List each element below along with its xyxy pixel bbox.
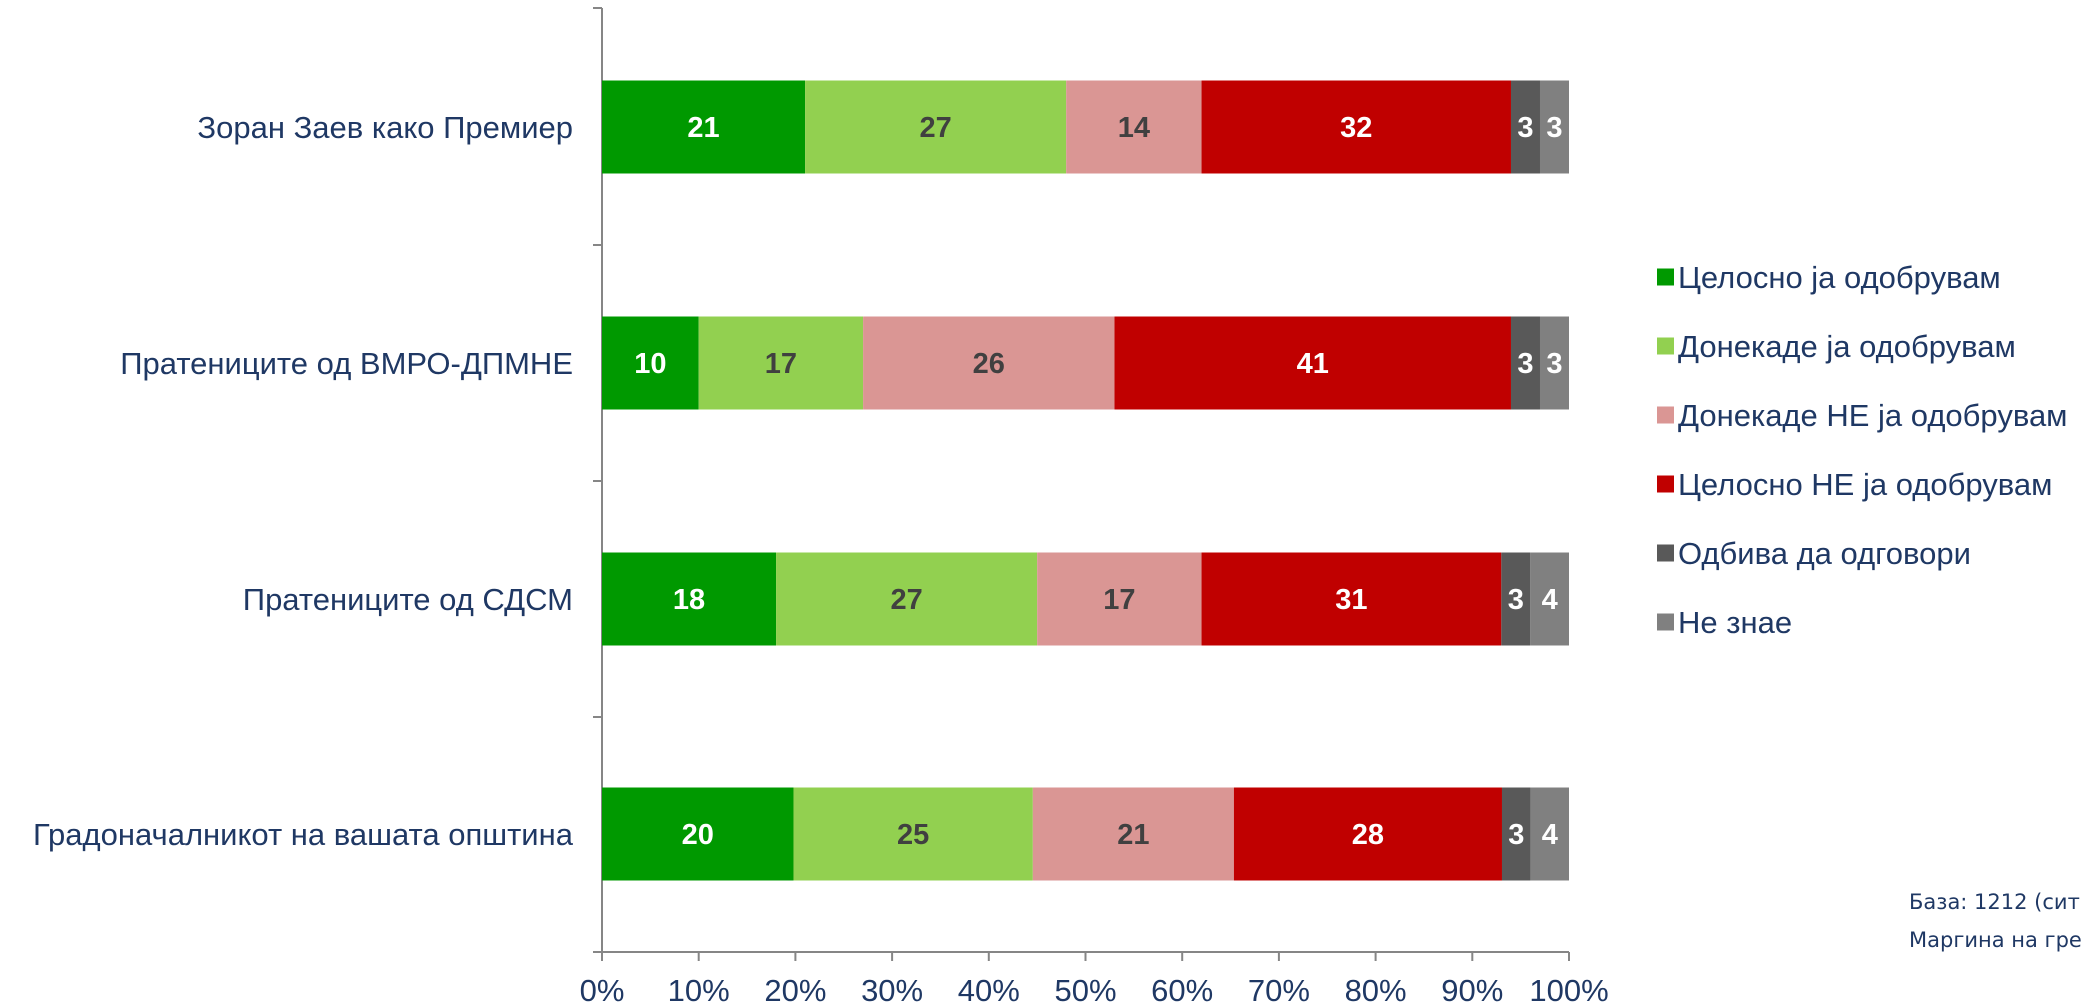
data-label: 21 — [687, 112, 719, 144]
bar-segment — [602, 552, 777, 646]
data-label: 27 — [919, 112, 951, 144]
legend: Целосно ја одобрувам Донекаде ја одобрува… — [1657, 260, 2068, 640]
category-label: Зоран Заев како Премиер — [197, 110, 573, 145]
data-label: 28 — [1352, 819, 1384, 851]
x-tick-labels: 0% 10% 20% 30% 40% 50% 60% 70% 80% 90% 100% — [580, 973, 1609, 1007]
category-label: Пратениците од СДСМ — [243, 582, 573, 617]
bar-segment — [1501, 787, 1531, 881]
data-label: 31 — [1335, 584, 1367, 616]
bar-segment — [776, 552, 1038, 646]
x-tick-label: 100% — [1529, 973, 1608, 1007]
bar-segment — [602, 787, 794, 881]
footnote-margin: Маргина на гре — [1909, 928, 2082, 952]
legend-swatch — [1657, 406, 1674, 424]
bar-segment — [602, 80, 806, 174]
bar-segment — [1114, 316, 1511, 410]
legend-swatch — [1657, 613, 1674, 631]
bar-segment — [805, 80, 1067, 174]
data-label: 3 — [1546, 112, 1562, 144]
legend-label: Донекаде ја одобрувам — [1678, 329, 2016, 364]
data-label: 10 — [634, 348, 666, 380]
data-label: 41 — [1297, 348, 1329, 380]
bar-segment — [793, 787, 1033, 881]
data-label: 27 — [890, 584, 922, 616]
data-label: 17 — [765, 348, 797, 380]
legend-swatch — [1657, 268, 1674, 286]
x-tick-label: 80% — [1345, 973, 1407, 1007]
x-tick-label: 30% — [861, 973, 923, 1007]
bar-segment — [1530, 787, 1569, 881]
data-label: 4 — [1542, 819, 1558, 851]
x-tick-label: 70% — [1248, 973, 1310, 1007]
bar-segment — [1501, 552, 1531, 646]
category-labels: Зоран Заев како Премиер Пратениците од ВМ… — [33, 110, 574, 852]
data-label: 20 — [682, 819, 714, 851]
data-label: 3 — [1517, 348, 1533, 380]
legend-label: Донекаде НЕ ја одобрувам — [1678, 398, 2068, 433]
legend-label: Не знае — [1678, 605, 1792, 640]
legend-label: Целосно НЕ ја одобрувам — [1678, 467, 2052, 502]
x-tick-label: 10% — [668, 973, 730, 1007]
bar-segment — [1233, 787, 1502, 881]
category-label: Градоначалникот на вашата општина — [33, 817, 574, 852]
data-label: 18 — [673, 584, 705, 616]
x-tick-label: 60% — [1151, 973, 1213, 1007]
footnote-base: База: 1212 (сит — [1909, 890, 2080, 914]
data-label: 26 — [973, 348, 1005, 380]
legend-swatch — [1657, 544, 1674, 562]
data-label: 4 — [1542, 584, 1558, 616]
bar-segment — [1201, 80, 1511, 174]
data-label: 14 — [1118, 112, 1150, 144]
x-tick-label: 40% — [958, 973, 1020, 1007]
bar-segment — [602, 316, 699, 410]
x-tick-label: 50% — [1054, 973, 1116, 1007]
legend-swatch — [1657, 337, 1674, 355]
data-label: 3 — [1517, 112, 1533, 144]
data-label: 3 — [1508, 819, 1524, 851]
data-label: 21 — [1117, 819, 1149, 851]
data-label: 17 — [1103, 584, 1135, 616]
x-tick-label: 20% — [764, 973, 826, 1007]
bar-segment — [1066, 80, 1202, 174]
legend-label: Одбива да одговори — [1678, 536, 1971, 571]
data-label: 3 — [1546, 348, 1562, 380]
x-tick-label: 90% — [1441, 973, 1503, 1007]
bar-segment — [863, 316, 1115, 410]
data-label: 25 — [897, 819, 929, 851]
bar-segment — [1539, 80, 1569, 174]
bar-segment — [1037, 552, 1202, 646]
bars-layer: 21 27 14 32 3 310 17 26 41 3 318 27 17 31 3 420 25 21 28 3 4 — [602, 80, 1569, 881]
bar-segment — [1201, 552, 1502, 646]
bar-segment — [1032, 787, 1234, 881]
bar-segment — [1510, 316, 1540, 410]
data-label: 3 — [1508, 584, 1524, 616]
bar-segment — [1510, 80, 1540, 174]
legend-label: Целосно ја одобрувам — [1678, 260, 2001, 295]
category-label: Пратениците од ВМРО-ДПМНЕ — [120, 346, 573, 381]
bar-segment — [1530, 552, 1569, 646]
data-label: 32 — [1340, 112, 1372, 144]
bar-segment — [698, 316, 864, 410]
legend-swatch — [1657, 475, 1674, 493]
bar-segment — [1539, 316, 1569, 410]
x-tick-label: 0% — [580, 973, 625, 1007]
